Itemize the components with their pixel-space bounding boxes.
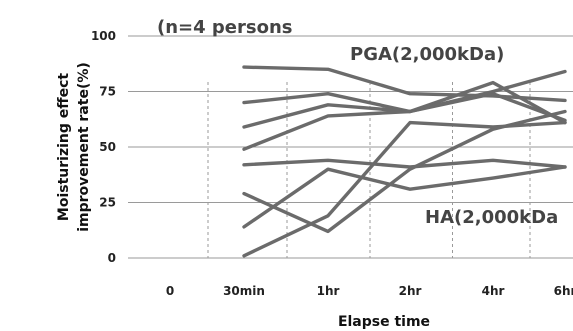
series-line-8 [242, 120, 567, 258]
y-tick-label: 75 [99, 85, 116, 99]
series-line-5 [242, 158, 567, 169]
x-tick-label: 4hr [482, 284, 505, 298]
y-axis-label-line-1: Moisturizing effect [56, 73, 72, 221]
x-tick-label: 1hr [317, 284, 340, 298]
x-tick-label: 30min [223, 284, 265, 298]
y-tick-label: 25 [99, 196, 116, 210]
pga-group-label: PGA(2,000kDa) [350, 44, 504, 65]
x-tick-label: 2hr [399, 284, 422, 298]
y-tick-label: 50 [99, 140, 116, 154]
sample-size-note: (n=4 persons [157, 17, 293, 38]
x-tick-label: 0 [166, 284, 174, 298]
series-line-7 [242, 165, 567, 229]
ha-group-label: HA(2,000kDa [425, 207, 558, 228]
series-line-4 [242, 69, 567, 151]
series-line-3 [242, 80, 567, 129]
y-tick-label: 100 [91, 29, 116, 43]
x-axis-label: Elapse time [338, 314, 430, 330]
y-axis-label-line-2: improvement rate(%) [76, 62, 92, 232]
y-tick-label: 0 [108, 251, 116, 265]
x-tick-label: 6hr [554, 284, 573, 298]
series-line-6 [242, 109, 567, 234]
